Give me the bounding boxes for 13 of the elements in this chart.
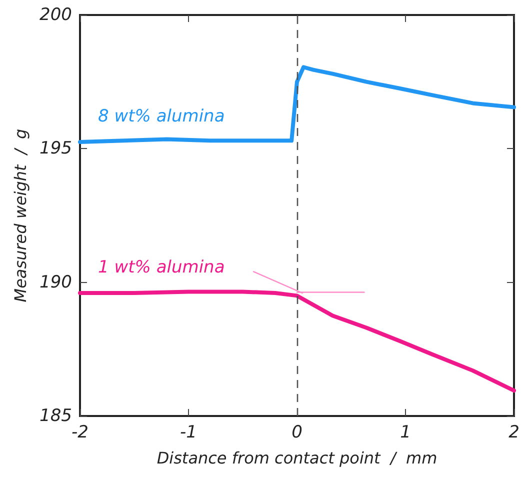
x-tick-label: 1 [400,422,411,442]
series-label: 8 wt% alumina [98,106,225,126]
y-tick-label: 195 [40,138,72,159]
x-tick-label: -1 [180,422,197,442]
y-tick-label: 185 [40,406,72,426]
y-axis-title: Measured weight / g [11,128,30,302]
x-tick-label: 0 [292,422,302,442]
series-label: 1 wt% alumina [98,258,225,278]
x-axis-title: Distance from contact point / mm [156,448,438,468]
x-tick-label: -2 [72,422,88,442]
y-tick-label: 200 [40,5,72,25]
y-tick-label: 190 [40,272,72,292]
x-tick-label: 2 [508,422,520,442]
